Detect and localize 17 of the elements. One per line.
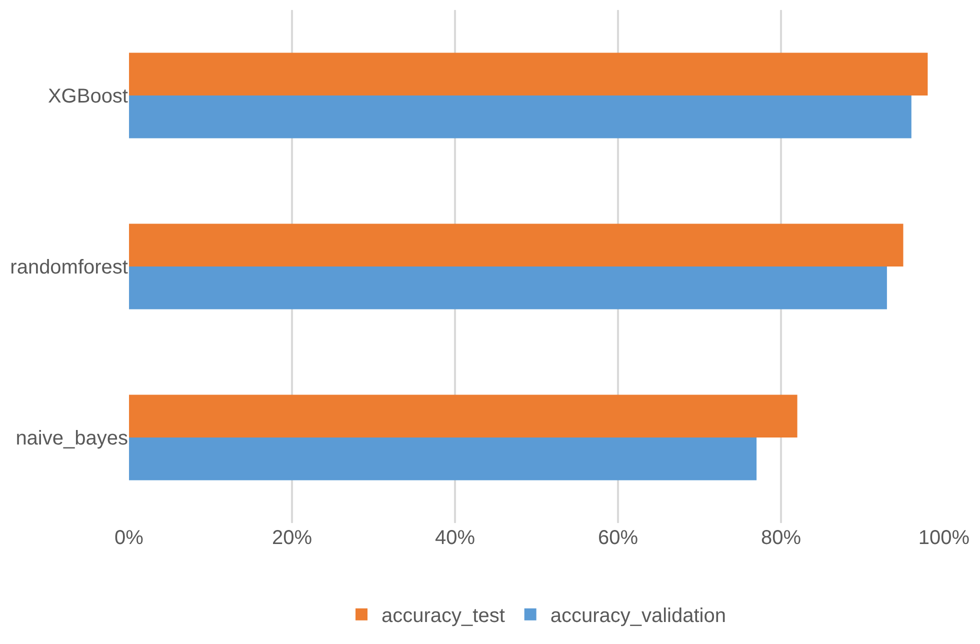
x-tick-label: 60%: [598, 527, 638, 549]
x-tick-label: 80%: [760, 527, 802, 549]
y-tick-label: naive_bayes: [16, 428, 128, 450]
x-tick-label: 40%: [434, 527, 476, 549]
bar: [129, 438, 757, 480]
legend-label: accuracy_test: [382, 605, 506, 628]
bar: [129, 52, 928, 96]
x-tick-label: 100%: [918, 527, 970, 549]
bar: [129, 96, 912, 138]
bar: [129, 266, 887, 310]
y-tick-label: randomforest: [10, 256, 128, 278]
legend-label: accuracy_validation: [550, 605, 726, 628]
x-tick-label: 0%: [114, 527, 144, 549]
bar: [129, 394, 798, 438]
bar: [129, 224, 904, 266]
x-tick-label: 20%: [272, 527, 312, 549]
y-tick-label: XGBoost: [48, 86, 128, 108]
